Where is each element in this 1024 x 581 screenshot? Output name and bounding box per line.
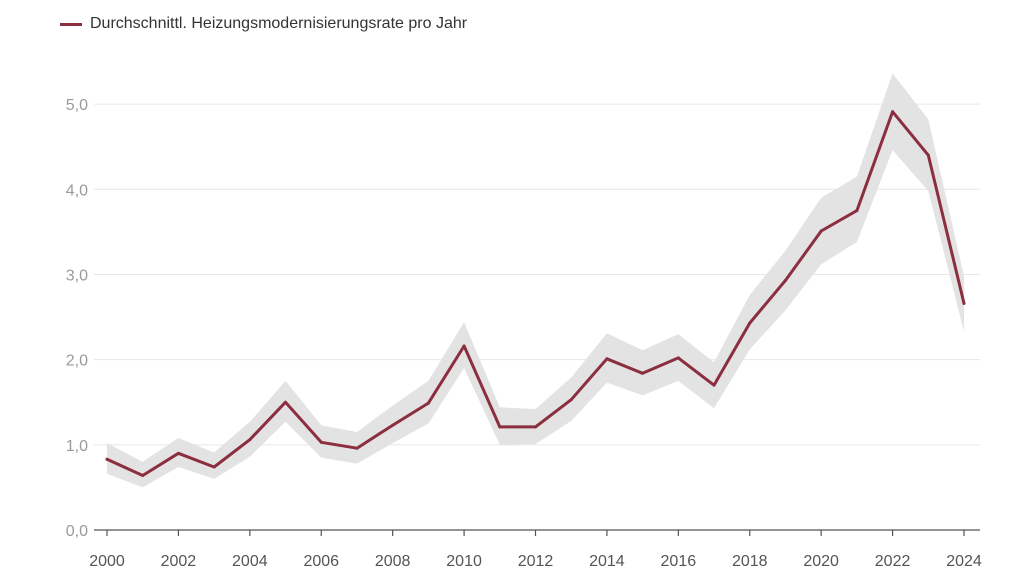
data-point [712,383,716,387]
data-point [926,153,930,157]
x-tick-label: 2020 [803,553,839,570]
y-tick-label: 0,0 [66,523,88,540]
data-point [176,451,180,455]
data-point [891,110,895,114]
x-tick-label: 2018 [732,553,768,570]
x-tick-label: 2016 [661,553,697,570]
data-point [105,457,109,461]
data-point [819,229,823,233]
x-tick-label: 2002 [161,553,197,570]
x-tick-label: 2024 [946,553,982,570]
data-point [676,356,680,360]
confidence-band [107,73,964,488]
data-point [855,209,859,213]
x-tick-label: 2014 [589,553,625,570]
legend: Durchschnittl. Heizungsmodernisierungsra… [60,12,467,36]
data-point [355,446,359,450]
data-point [569,398,573,402]
data-point [605,357,609,361]
x-tick-label: 2010 [446,553,482,570]
data-point [212,465,216,469]
data-point [498,425,502,429]
data-point [426,401,430,405]
x-tick-label: 2004 [232,553,268,570]
data-point [248,438,252,442]
data-point [391,423,395,427]
y-tick-label: 4,0 [66,182,88,199]
legend-line-swatch [60,22,82,26]
x-tick-label: 2022 [875,553,911,570]
y-tick-label: 3,0 [66,267,88,284]
x-tick-label: 2000 [89,553,125,570]
data-point [748,321,752,325]
data-point [319,440,323,444]
data-point [462,344,466,348]
x-tick-label: 2012 [518,553,554,570]
data-point [141,473,145,477]
x-tick-label: 2008 [375,553,411,570]
data-point [284,400,288,404]
y-tick-label: 1,0 [66,438,88,455]
x-tick-label: 2006 [303,553,339,570]
legend-label: Durchschnittl. Heizungsmodernisierungsra… [90,15,468,32]
data-point [962,301,966,305]
y-tick-label: 5,0 [66,97,88,114]
data-point [783,278,787,282]
data-point [641,371,645,375]
y-tick-label: 2,0 [66,353,88,370]
data-point [534,425,537,429]
